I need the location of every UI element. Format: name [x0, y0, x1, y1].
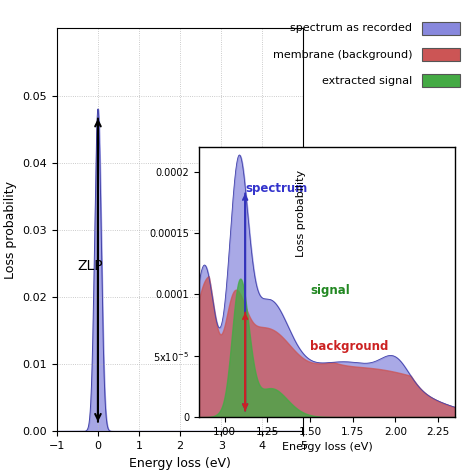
Text: spectrum: spectrum: [245, 182, 308, 195]
Text: Loss probability: Loss probability: [296, 170, 306, 257]
Y-axis label: Loss probability: Loss probability: [4, 181, 17, 279]
Text: signal: signal: [310, 284, 350, 297]
Text: extracted signal: extracted signal: [322, 75, 412, 86]
Text: membrane (background): membrane (background): [273, 49, 412, 60]
Text: ZLP: ZLP: [77, 259, 103, 273]
Text: spectrum as recorded: spectrum as recorded: [291, 23, 412, 34]
X-axis label: Energy loss (eV): Energy loss (eV): [282, 442, 373, 452]
X-axis label: Energy loss (eV): Energy loss (eV): [129, 456, 231, 470]
Text: background: background: [310, 339, 388, 353]
